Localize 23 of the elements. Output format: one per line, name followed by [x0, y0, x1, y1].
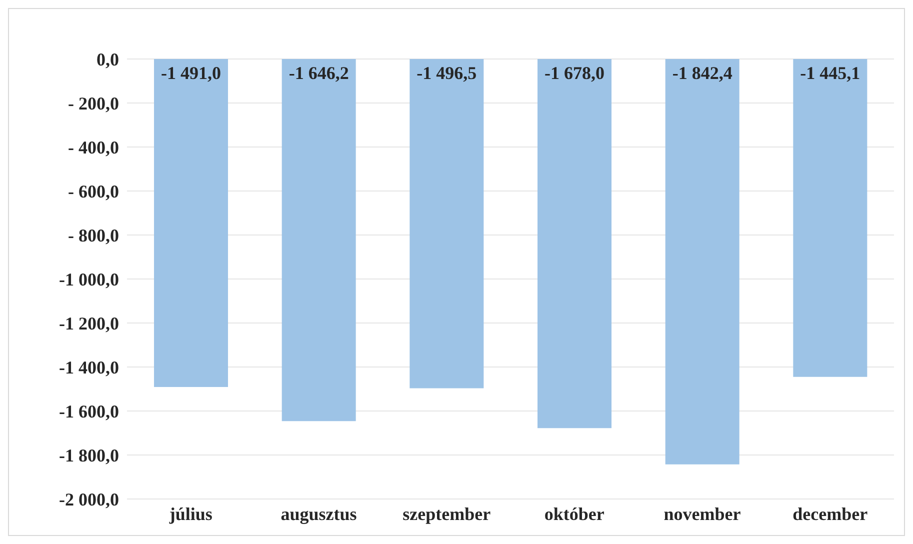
x-tick-label: november	[664, 504, 741, 524]
y-tick-label: -1 600,0	[59, 401, 119, 422]
data-label: -1 646,2	[288, 63, 349, 83]
x-tick-label: október	[544, 504, 604, 524]
y-tick-label: 0,0	[96, 49, 119, 70]
y-tick-label: - 200,0	[68, 93, 119, 114]
y-tick-label: - 600,0	[68, 181, 119, 202]
data-label: -1 842,4	[672, 63, 732, 83]
y-tick-label: -1 200,0	[59, 313, 119, 334]
y-tick-label: - 400,0	[68, 137, 119, 158]
x-tick-label: szeptember	[402, 504, 491, 524]
y-tick-label: -2 000,0	[59, 489, 119, 510]
y-tick-label: -1 400,0	[59, 357, 119, 378]
data-label: -1 491,0	[161, 63, 221, 83]
data-label: -1 445,1	[800, 63, 860, 83]
data-label: -1 496,5	[416, 63, 477, 83]
x-tick-label: július	[168, 504, 212, 524]
data-label: -1 678,0	[544, 63, 604, 83]
y-tick-label: -1 000,0	[59, 269, 119, 290]
y-tick-label: -1 800,0	[59, 445, 119, 466]
x-tick-label: december	[792, 504, 868, 524]
y-tick-label: - 800,0	[68, 225, 119, 246]
x-tick-label: augusztus	[280, 504, 357, 524]
